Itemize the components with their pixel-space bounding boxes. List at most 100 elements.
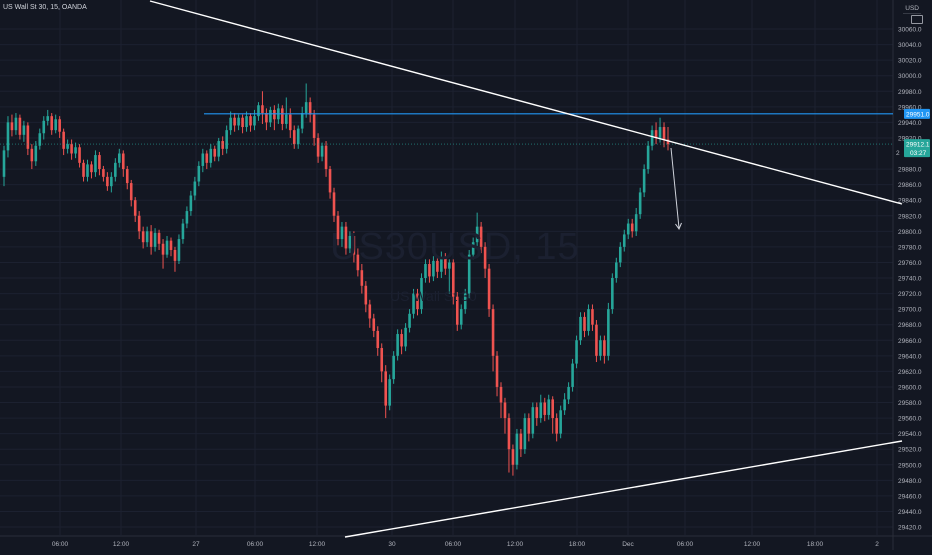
candle[interactable] (587, 304, 590, 336)
candle[interactable] (630, 218, 634, 238)
candle[interactable] (149, 225, 153, 255)
candle[interactable] (288, 108, 292, 138)
descending-trend-line[interactable] (149, 0, 903, 205)
candle[interactable] (527, 413, 531, 442)
candle[interactable] (312, 109, 316, 146)
candle[interactable] (662, 122, 666, 148)
candle[interactable] (197, 161, 201, 187)
candle[interactable] (261, 91, 264, 124)
candle[interactable] (483, 242, 487, 278)
candle[interactable] (642, 164, 646, 198)
candle[interactable] (98, 151, 101, 176)
candle[interactable] (129, 179, 133, 207)
candle[interactable] (396, 329, 399, 361)
candle[interactable] (114, 158, 117, 182)
currency-label[interactable]: USD (903, 5, 921, 14)
candle[interactable] (408, 309, 411, 333)
candle[interactable] (388, 374, 391, 411)
candle[interactable] (50, 113, 54, 135)
candle[interactable] (523, 413, 527, 454)
candle[interactable] (241, 114, 244, 134)
candle[interactable] (225, 125, 228, 154)
candle[interactable] (185, 206, 189, 229)
candle[interactable] (205, 150, 209, 170)
candle[interactable] (145, 226, 149, 247)
candle[interactable] (153, 228, 157, 252)
candle[interactable] (38, 128, 42, 150)
candle[interactable] (499, 382, 503, 419)
candle[interactable] (78, 144, 81, 168)
candle[interactable] (615, 257, 618, 283)
symbol-title[interactable]: US Wall St 30, 15, OANDA (3, 4, 87, 11)
alert-icon[interactable] (911, 15, 923, 24)
candle[interactable] (591, 304, 594, 331)
candle[interactable] (646, 141, 650, 174)
candle[interactable] (368, 299, 372, 328)
candle[interactable] (125, 165, 129, 190)
candle[interactable] (599, 335, 602, 361)
candle[interactable] (296, 125, 300, 149)
candle[interactable] (121, 150, 125, 177)
candle[interactable] (42, 116, 46, 140)
candle[interactable] (332, 187, 336, 222)
candle[interactable] (14, 113, 18, 135)
candle[interactable] (157, 229, 161, 250)
candle[interactable] (118, 148, 121, 168)
candle[interactable] (448, 259, 451, 294)
candle[interactable] (10, 114, 14, 137)
candle[interactable] (213, 145, 217, 162)
candle[interactable] (559, 405, 562, 439)
candle[interactable] (380, 343, 384, 383)
candle[interactable] (607, 302, 610, 361)
candle[interactable] (189, 190, 193, 216)
candle[interactable] (511, 444, 515, 476)
candle[interactable] (412, 288, 415, 319)
candle[interactable] (257, 102, 260, 121)
candle[interactable] (575, 335, 578, 369)
candle[interactable] (348, 231, 352, 254)
candle[interactable] (634, 207, 638, 236)
candle[interactable] (249, 113, 252, 132)
candle[interactable] (416, 288, 419, 316)
candle[interactable] (102, 165, 105, 182)
candle[interactable] (328, 165, 332, 199)
candle[interactable] (316, 133, 320, 163)
candle[interactable] (611, 273, 614, 314)
candle[interactable] (217, 137, 221, 162)
candle[interactable] (352, 231, 356, 263)
candle[interactable] (66, 139, 69, 154)
candle[interactable] (432, 256, 435, 282)
candle[interactable] (467, 249, 471, 299)
candle[interactable] (392, 351, 395, 384)
candle[interactable] (475, 212, 479, 247)
candle[interactable] (444, 253, 447, 275)
candle[interactable] (284, 97, 288, 129)
candle[interactable] (229, 111, 232, 135)
candle[interactable] (459, 304, 463, 330)
candle[interactable] (539, 394, 543, 423)
candle[interactable] (666, 127, 670, 151)
candle[interactable] (638, 187, 642, 219)
candle[interactable] (547, 394, 551, 420)
candle[interactable] (404, 323, 407, 352)
candle[interactable] (451, 259, 455, 305)
candle[interactable] (90, 161, 93, 179)
candle[interactable] (30, 144, 34, 170)
candle[interactable] (471, 237, 475, 260)
candle[interactable] (551, 396, 554, 434)
candle[interactable] (440, 251, 443, 278)
candle[interactable] (503, 397, 507, 434)
candle[interactable] (360, 263, 364, 294)
candle[interactable] (603, 335, 606, 364)
candle[interactable] (626, 218, 630, 240)
candle[interactable] (650, 125, 654, 151)
candle[interactable] (292, 125, 296, 149)
candle[interactable] (507, 413, 511, 473)
candle[interactable] (515, 428, 519, 470)
candle[interactable] (245, 111, 248, 132)
candle[interactable] (479, 221, 483, 254)
candle[interactable] (376, 326, 380, 356)
candle[interactable] (137, 211, 141, 240)
candle[interactable] (300, 106, 304, 134)
candle[interactable] (133, 197, 137, 222)
